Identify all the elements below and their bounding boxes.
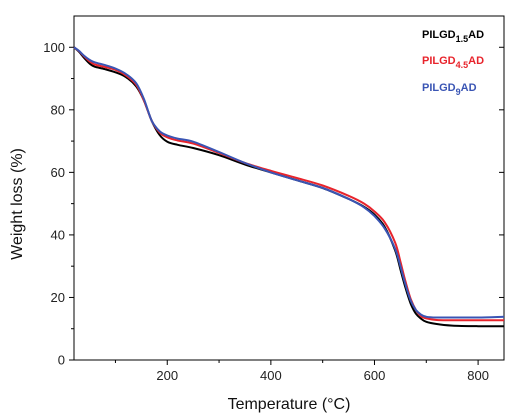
x-tick-label: 400 bbox=[260, 368, 282, 383]
x-tick-label: 800 bbox=[467, 368, 489, 383]
x-axis-title: Temperature (°C) bbox=[228, 396, 351, 413]
legend-name: PILGD bbox=[422, 29, 456, 41]
x-tick-label: 600 bbox=[364, 368, 386, 383]
y-tick-label: 80 bbox=[51, 102, 65, 117]
y-axis-title: Weight loss (%) bbox=[9, 148, 26, 260]
legend-subscript: 9 bbox=[456, 87, 461, 97]
legend-entry-3: PILGD9AD bbox=[422, 82, 477, 97]
legend-suffix: AD bbox=[468, 55, 484, 67]
plot-border bbox=[73, 15, 505, 361]
y-tick-label: 40 bbox=[51, 227, 65, 242]
axis-ticks: 200 400 600 800 0 20 40 60 80 100 bbox=[43, 40, 504, 383]
x-tick-label: 200 bbox=[156, 368, 178, 383]
legend-subscript: 4.5 bbox=[456, 60, 469, 70]
series-line-3 bbox=[73, 46, 505, 319]
y-tick-label: 100 bbox=[43, 40, 65, 55]
y-tick-label: 60 bbox=[51, 165, 65, 180]
legend-name: PILGD bbox=[422, 55, 456, 67]
legend-suffix: AD bbox=[468, 29, 484, 41]
y-tick-label: 20 bbox=[51, 290, 65, 305]
y-tick-label: 0 bbox=[58, 353, 65, 368]
legend-entry-1: PILGD1.5AD bbox=[422, 29, 484, 44]
legend-subscript: 1.5 bbox=[456, 34, 469, 44]
plot-frame bbox=[73, 15, 505, 361]
legend-entry-2: PILGD4.5AD bbox=[422, 55, 484, 70]
series-layer bbox=[73, 46, 505, 328]
legend-suffix: AD bbox=[461, 82, 477, 94]
legend-name: PILGD bbox=[422, 82, 456, 94]
